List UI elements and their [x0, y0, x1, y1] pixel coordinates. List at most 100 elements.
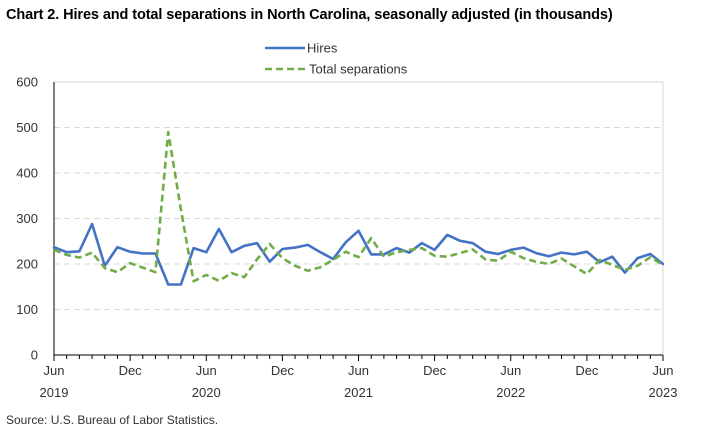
- data-point: [180, 283, 182, 285]
- data-point: [408, 251, 410, 253]
- x-tick-label-month: Dec: [423, 363, 447, 378]
- data-point: [65, 254, 67, 256]
- data-point: [370, 253, 372, 255]
- data-point: [548, 263, 550, 265]
- data-point: [471, 248, 473, 250]
- legend-item: Total separations: [265, 62, 408, 77]
- data-point: [230, 272, 232, 274]
- series-line: [53, 130, 664, 283]
- data-point: [268, 243, 270, 245]
- data-point: [129, 262, 131, 264]
- series-total-separations: [53, 130, 664, 283]
- data-point: [78, 256, 80, 258]
- data-point: [510, 251, 512, 253]
- data-point: [421, 242, 423, 244]
- data-point: [205, 274, 207, 276]
- data-point: [611, 256, 613, 258]
- data-point: [319, 251, 321, 253]
- data-point: [154, 271, 156, 273]
- data-point: [395, 247, 397, 249]
- data-point: [116, 246, 118, 248]
- x-tick-label-month: Jun: [44, 363, 65, 378]
- data-point: [586, 251, 588, 253]
- series-hires: [52, 222, 665, 286]
- data-point: [294, 246, 296, 248]
- series-lines: [52, 130, 665, 286]
- data-point: [205, 251, 207, 253]
- data-point: [649, 253, 651, 255]
- series-line: [52, 222, 665, 286]
- data-point: [129, 251, 131, 253]
- legend: Hires Total separations: [265, 41, 408, 77]
- data-point: [218, 280, 220, 282]
- data-point: [243, 276, 245, 278]
- data-point: [433, 255, 435, 257]
- data-point: [53, 246, 55, 248]
- data-point: [560, 251, 562, 253]
- data-point: [142, 266, 144, 268]
- x-tick-label-year: 2020: [192, 385, 221, 400]
- data-point: [484, 258, 486, 260]
- y-tick-label: 200: [16, 257, 38, 272]
- data-point: [180, 208, 182, 210]
- data-point: [167, 131, 169, 133]
- data-point: [167, 283, 169, 285]
- data-point: [142, 252, 144, 254]
- legend-item: Hires: [265, 41, 338, 56]
- data-point: [65, 251, 67, 253]
- y-tick-label: 100: [16, 302, 38, 317]
- legend-label: Hires: [307, 41, 338, 56]
- data-point: [662, 264, 664, 266]
- data-point: [307, 244, 309, 246]
- data-point: [497, 253, 499, 255]
- data-point: [471, 242, 473, 244]
- data-point: [268, 261, 270, 263]
- y-tick-label: 600: [16, 75, 38, 90]
- data-point: [116, 271, 118, 273]
- data-point: [319, 266, 321, 268]
- data-point: [345, 251, 347, 253]
- data-point: [332, 259, 334, 261]
- data-point: [357, 256, 359, 258]
- data-point: [294, 265, 296, 267]
- data-point: [624, 271, 626, 273]
- data-point: [586, 273, 588, 275]
- data-point: [91, 223, 93, 225]
- data-point: [218, 228, 220, 230]
- y-axis-tick-labels: 0 100 200 300 400 500 600: [16, 75, 38, 363]
- x-tick-label-month: Dec: [575, 363, 599, 378]
- data-point: [624, 269, 626, 271]
- data-point: [192, 280, 194, 282]
- x-tick-label-month: Jun: [196, 363, 217, 378]
- data-point: [395, 251, 397, 253]
- x-tick-label-month: Jun: [500, 363, 521, 378]
- data-point: [281, 257, 283, 259]
- y-tick-label: 500: [16, 120, 38, 135]
- data-point: [649, 256, 651, 258]
- data-point: [307, 270, 309, 272]
- x-axis-ticks: Jun 2019 Dec Jun 2020 Dec Jun 2021 Dec Jun 2022 Dec…: [40, 355, 677, 400]
- x-tick-label-month: Dec: [271, 363, 295, 378]
- data-point: [522, 257, 524, 259]
- data-point: [230, 251, 232, 253]
- data-point: [573, 253, 575, 255]
- data-point: [535, 252, 537, 254]
- data-point: [345, 241, 347, 243]
- source-note: Source: U.S. Bureau of Labor Statistics.: [6, 413, 219, 427]
- data-point: [91, 251, 93, 253]
- data-point: [497, 260, 499, 262]
- x-tick-label-month: Dec: [119, 363, 143, 378]
- data-point: [636, 265, 638, 267]
- chart-title: Chart 2. Hires and total separations in …: [6, 7, 613, 23]
- x-tick-label-year: 2021: [344, 385, 373, 400]
- data-point: [484, 251, 486, 253]
- data-point: [421, 247, 423, 249]
- data-point: [104, 267, 106, 269]
- data-point: [636, 257, 638, 259]
- data-point: [383, 256, 385, 258]
- data-point: [408, 249, 410, 251]
- data-point: [522, 246, 524, 248]
- data-point: [459, 252, 461, 254]
- data-point: [281, 248, 283, 250]
